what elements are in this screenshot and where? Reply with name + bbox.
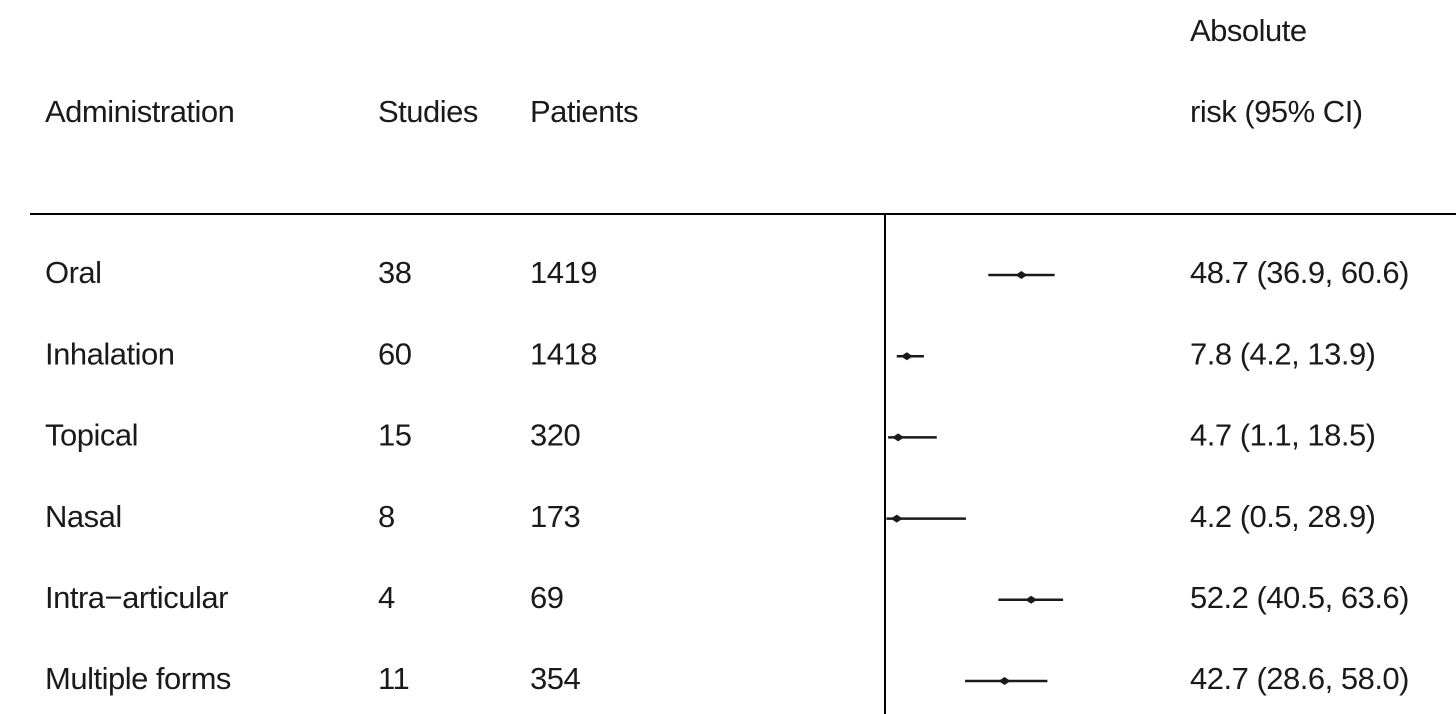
estimate-label: 52.2 (40.5, 63.6) bbox=[1190, 580, 1409, 615]
column-header: Patients bbox=[530, 94, 638, 129]
patients-cell: 320 bbox=[530, 418, 580, 453]
studies-cell: 15 bbox=[378, 418, 411, 453]
estimate-label: 48.7 (36.9, 60.6) bbox=[1190, 255, 1409, 290]
point-estimate bbox=[890, 514, 903, 523]
patients-cell: 69 bbox=[530, 580, 563, 615]
patients-cell: 1418 bbox=[530, 336, 597, 371]
category-label: Intra−articular bbox=[45, 580, 228, 615]
category-label: Nasal bbox=[45, 499, 122, 534]
studies-cell: 8 bbox=[378, 499, 395, 534]
estimate-label: 7.8 (4.2, 13.9) bbox=[1190, 336, 1376, 371]
patients-cell: 354 bbox=[530, 661, 580, 696]
point-estimate bbox=[998, 677, 1011, 685]
studies-cell: 60 bbox=[378, 336, 412, 371]
estimate-label: 4.2 (0.5, 28.9) bbox=[1190, 499, 1376, 534]
point-estimate bbox=[892, 433, 905, 442]
point-estimate bbox=[1015, 271, 1028, 279]
point-estimate bbox=[900, 352, 913, 361]
category-label: Oral bbox=[45, 255, 102, 290]
studies-cell: 4 bbox=[378, 580, 395, 615]
category-label: Inhalation bbox=[45, 336, 174, 371]
column-header: Administration bbox=[45, 94, 234, 129]
studies-cell: 11 bbox=[378, 661, 409, 696]
column-header: Absolute bbox=[1190, 13, 1307, 48]
estimate-label: 42.7 (28.6, 58.0) bbox=[1190, 661, 1409, 696]
estimate-label: 4.7 (1.1, 18.5) bbox=[1190, 418, 1376, 453]
column-header: risk (95% CI) bbox=[1190, 94, 1363, 129]
category-label: Topical bbox=[45, 418, 138, 453]
point-estimate bbox=[1025, 595, 1038, 604]
column-header: Studies bbox=[378, 94, 478, 129]
patients-cell: 1419 bbox=[530, 255, 597, 290]
studies-cell: 38 bbox=[378, 255, 411, 290]
category-label: Multiple forms bbox=[45, 661, 231, 696]
patients-cell: 173 bbox=[530, 499, 580, 534]
